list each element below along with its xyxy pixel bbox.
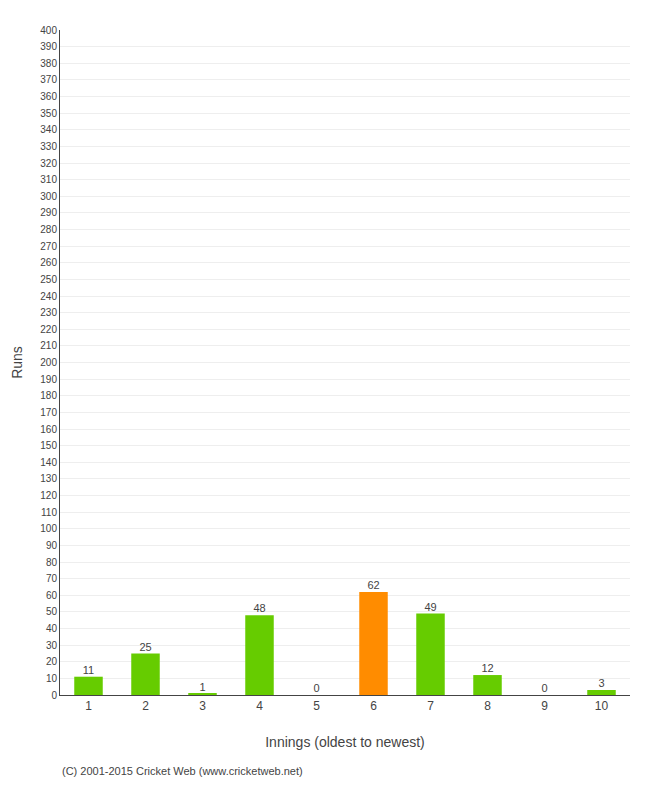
- svg-text:1: 1: [85, 699, 92, 713]
- svg-text:190: 190: [40, 374, 57, 385]
- svg-text:Innings (oldest to newest): Innings (oldest to newest): [265, 734, 425, 750]
- svg-text:6: 6: [370, 699, 377, 713]
- svg-text:3: 3: [598, 677, 604, 689]
- svg-text:62: 62: [367, 579, 379, 591]
- svg-text:90: 90: [46, 540, 58, 551]
- svg-text:Runs: Runs: [9, 346, 25, 379]
- svg-text:130: 130: [40, 473, 57, 484]
- svg-text:120: 120: [40, 490, 57, 501]
- svg-text:200: 200: [40, 357, 57, 368]
- svg-text:400: 400: [40, 25, 57, 36]
- svg-text:220: 220: [40, 324, 57, 335]
- svg-text:310: 310: [40, 174, 57, 185]
- svg-text:1: 1: [199, 681, 205, 693]
- svg-text:290: 290: [40, 207, 57, 218]
- svg-text:270: 270: [40, 241, 57, 252]
- svg-text:40: 40: [46, 623, 58, 634]
- svg-text:300: 300: [40, 191, 57, 202]
- svg-text:8: 8: [484, 699, 491, 713]
- svg-text:48: 48: [253, 602, 265, 614]
- svg-text:(C) 2001-2015 Cricket Web (www: (C) 2001-2015 Cricket Web (www.cricketwe…: [62, 765, 303, 777]
- svg-text:320: 320: [40, 158, 57, 169]
- svg-text:9: 9: [541, 699, 548, 713]
- svg-text:50: 50: [46, 606, 58, 617]
- svg-text:330: 330: [40, 141, 57, 152]
- svg-text:350: 350: [40, 108, 57, 119]
- svg-text:80: 80: [46, 557, 58, 568]
- svg-text:170: 170: [40, 407, 57, 418]
- svg-text:380: 380: [40, 58, 57, 69]
- svg-text:100: 100: [40, 523, 57, 534]
- svg-text:140: 140: [40, 457, 57, 468]
- svg-text:10: 10: [595, 699, 609, 713]
- svg-text:0: 0: [313, 682, 319, 694]
- svg-text:340: 340: [40, 124, 57, 135]
- svg-text:0: 0: [51, 690, 57, 701]
- svg-text:49: 49: [424, 601, 436, 613]
- svg-text:5: 5: [313, 699, 320, 713]
- svg-text:70: 70: [46, 573, 58, 584]
- svg-text:20: 20: [46, 656, 58, 667]
- svg-text:2: 2: [142, 699, 149, 713]
- svg-text:10: 10: [46, 673, 58, 684]
- svg-text:4: 4: [256, 699, 263, 713]
- svg-text:240: 240: [40, 291, 57, 302]
- svg-text:0: 0: [541, 682, 547, 694]
- svg-text:230: 230: [40, 307, 57, 318]
- svg-text:12: 12: [481, 662, 493, 674]
- svg-text:390: 390: [40, 41, 57, 52]
- svg-text:370: 370: [40, 74, 57, 85]
- svg-text:7: 7: [427, 699, 434, 713]
- svg-text:280: 280: [40, 224, 57, 235]
- svg-text:180: 180: [40, 390, 57, 401]
- svg-text:30: 30: [46, 640, 58, 651]
- svg-text:3: 3: [199, 699, 206, 713]
- svg-text:260: 260: [40, 257, 57, 268]
- svg-text:360: 360: [40, 91, 57, 102]
- svg-text:25: 25: [139, 641, 151, 653]
- svg-text:160: 160: [40, 424, 57, 435]
- svg-text:110: 110: [41, 507, 57, 518]
- svg-text:210: 210: [40, 340, 57, 351]
- svg-text:11: 11: [83, 664, 94, 676]
- svg-text:60: 60: [46, 590, 58, 601]
- svg-text:250: 250: [40, 274, 57, 285]
- svg-text:150: 150: [40, 440, 57, 451]
